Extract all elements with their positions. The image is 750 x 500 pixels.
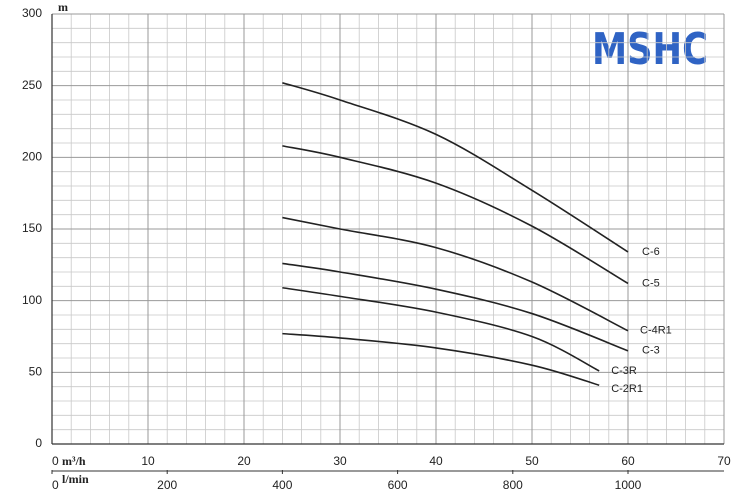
x2-tick-label: 400 [272, 478, 292, 492]
logo-box [575, 18, 725, 86]
x2-tick-label: 200 [157, 478, 177, 492]
curve-label: C-3R [611, 365, 637, 377]
curve-label: C-2R1 [611, 383, 643, 395]
curve-label: C-6 [642, 246, 660, 258]
curve [282, 262, 629, 352]
x2-tick-label: 0 [52, 478, 59, 492]
logo: MSHC [592, 24, 708, 75]
y-tick-label: 200 [22, 150, 42, 164]
x-tick-label: 40 [429, 454, 443, 468]
curve [282, 332, 600, 386]
y-tick-label: 300 [22, 6, 42, 20]
curve-label: C-5 [642, 277, 660, 289]
y-axis-label: m [58, 0, 68, 14]
x2-tick-label: 1000 [615, 478, 642, 492]
x-tick-label: 60 [621, 454, 635, 468]
x-tick-label: 30 [333, 454, 347, 468]
y-tick-label: 250 [22, 78, 42, 92]
x-axis-label: m³/h [62, 454, 86, 468]
x-tick-label: 0 [52, 454, 59, 468]
x-tick-label: 50 [525, 454, 539, 468]
x2-tick-label: 800 [503, 478, 523, 492]
x2-tick-label: 600 [388, 478, 408, 492]
x2-axis-label: l/min [62, 472, 89, 486]
y-tick-label: 100 [22, 293, 42, 307]
x-tick-label: 70 [717, 454, 731, 468]
curve-label: C-4R1 [640, 325, 672, 337]
curve [282, 216, 629, 332]
y-tick-label: 150 [22, 221, 42, 235]
curve [282, 286, 600, 372]
curve-label: C-3 [642, 345, 660, 357]
y-tick-label: 50 [29, 365, 43, 379]
curve [282, 145, 629, 285]
x-tick-label: 10 [141, 454, 155, 468]
x-tick-label: 20 [237, 454, 251, 468]
y-tick-label: 0 [35, 436, 42, 450]
curve [282, 82, 629, 253]
